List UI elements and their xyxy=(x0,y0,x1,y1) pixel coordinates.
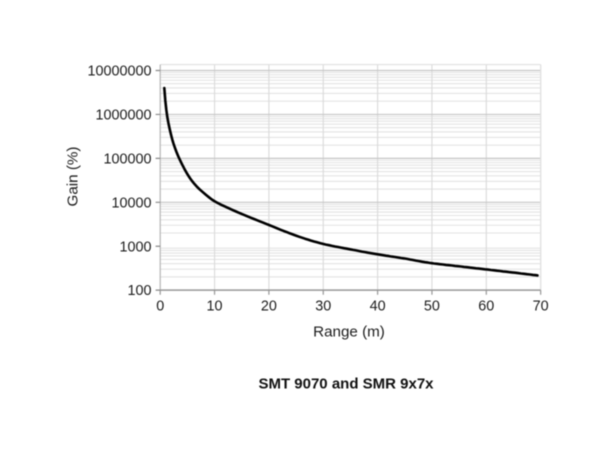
svg-text:50: 50 xyxy=(424,298,440,314)
svg-text:60: 60 xyxy=(478,298,494,314)
svg-text:100: 100 xyxy=(127,283,151,299)
svg-text:10000: 10000 xyxy=(111,195,151,211)
svg-text:30: 30 xyxy=(315,298,331,314)
svg-text:70: 70 xyxy=(533,298,549,314)
svg-text:10000000: 10000000 xyxy=(87,64,151,80)
svg-text:SMT 9070 and SMR 9x7x: SMT 9070 and SMR 9x7x xyxy=(258,376,434,393)
svg-text:10: 10 xyxy=(206,298,222,314)
svg-text:Gain (%): Gain (%) xyxy=(64,147,81,207)
svg-text:1000: 1000 xyxy=(119,239,151,255)
svg-text:100000: 100000 xyxy=(103,152,151,168)
svg-text:0: 0 xyxy=(156,298,164,314)
svg-text:Range (m): Range (m) xyxy=(313,324,385,341)
svg-text:20: 20 xyxy=(261,298,277,314)
svg-text:40: 40 xyxy=(370,298,386,314)
svg-text:1000000: 1000000 xyxy=(95,108,151,124)
